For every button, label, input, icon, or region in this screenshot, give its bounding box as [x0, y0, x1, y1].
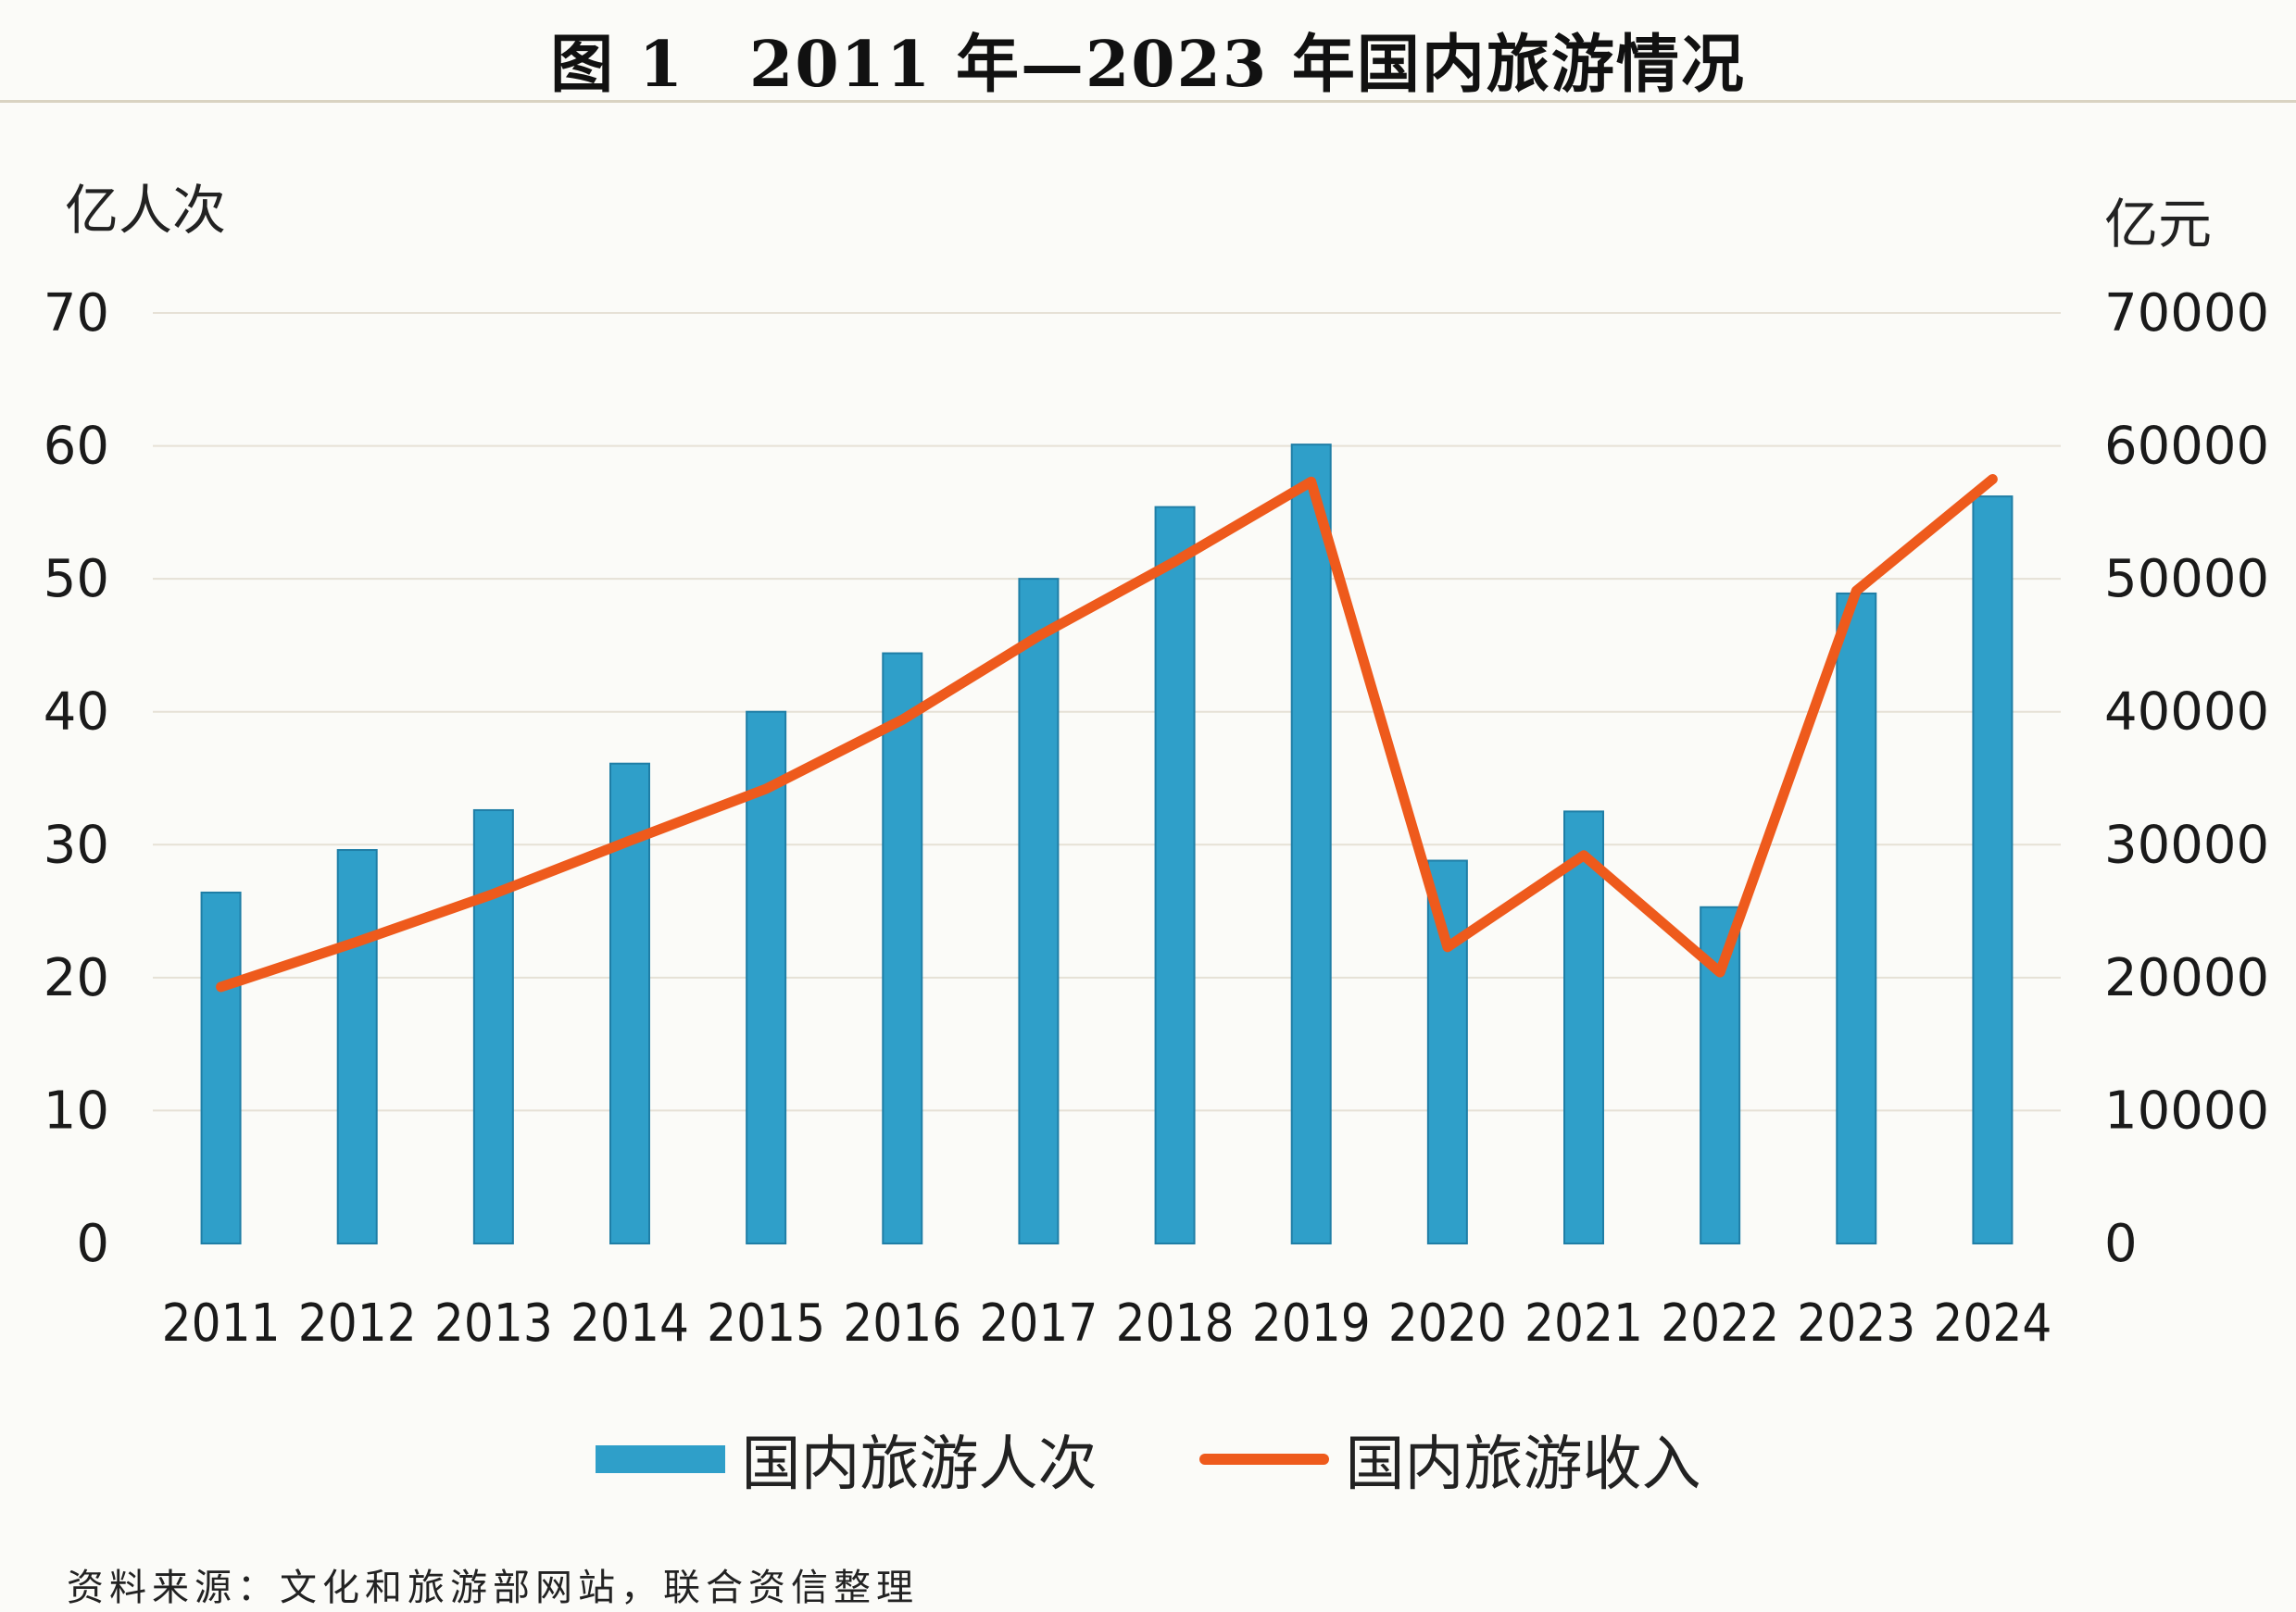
- point-revenue: [489, 890, 497, 898]
- right-axis-tick-label: 60000: [2104, 417, 2269, 477]
- left-axis-tick-label: 30: [44, 815, 109, 875]
- point-revenue: [762, 784, 771, 793]
- point-revenue: [1852, 587, 1861, 595]
- chart-legend: 国内旅游人次 国内旅游收入: [0, 1417, 2296, 1502]
- line-revenue: [216, 474, 1998, 993]
- bar-visitors: [1563, 810, 1604, 1245]
- bar-visitors: [1290, 444, 1332, 1244]
- bar-visitors: [746, 710, 787, 1244]
- left-axis-tick-label: 10: [44, 1081, 109, 1141]
- x-axis-tick-label: 2023: [1797, 1293, 1915, 1354]
- right-axis-tick-label: 40000: [2104, 682, 2269, 743]
- x-axis-tick-label: 2021: [1524, 1293, 1643, 1354]
- legend-label-revenue: 国内旅游收入: [1345, 1431, 1701, 1499]
- title-divider: [0, 100, 2296, 103]
- left-axis-tick-label: 20: [44, 948, 109, 1008]
- bar-visitors: [1836, 592, 1877, 1244]
- bar-visitors: [1972, 495, 2014, 1244]
- legend-item-revenue: 国内旅游收入: [1198, 1417, 1701, 1502]
- legend-item-visitors: 国内旅游人次: [595, 1417, 1098, 1502]
- right-axis-tick-label: 70000: [2104, 283, 2269, 344]
- x-axis-tick-label: 2020: [1388, 1293, 1507, 1354]
- right-axis-tick-label: 20000: [2104, 948, 2269, 1008]
- bar-visitors: [336, 849, 378, 1244]
- x-axis-tick-label: 2018: [1116, 1293, 1235, 1354]
- x-axis-tick-label: 2015: [707, 1293, 825, 1354]
- point-revenue: [1307, 478, 1315, 486]
- x-axis-tick-label: 2011: [162, 1293, 281, 1354]
- right-axis-tick-label: 10000: [2104, 1081, 2269, 1141]
- x-axis-tick-label: 2019: [1252, 1293, 1371, 1354]
- legend-line-swatch: [1198, 1454, 1329, 1465]
- left-axis-tick-label: 50: [44, 549, 109, 609]
- right-axis-tick-label: 30000: [2104, 815, 2269, 875]
- point-revenue: [217, 982, 225, 991]
- point-revenue: [626, 836, 634, 844]
- point-revenue: [1171, 557, 1179, 566]
- bar-visitors: [200, 891, 242, 1244]
- point-revenue: [353, 938, 361, 946]
- point-revenue: [1443, 943, 1451, 951]
- right-axis-tick-label: 50000: [2104, 549, 2269, 609]
- point-revenue: [1035, 631, 1043, 640]
- x-axis-tick-label: 2013: [434, 1293, 553, 1354]
- bar-visitors: [1154, 506, 1196, 1244]
- left-axis-tick-label: 70: [44, 283, 109, 344]
- source-note: 资料来源：文化和旅游部网站，联合资信整理: [67, 1567, 919, 1609]
- point-revenue: [1716, 968, 1725, 977]
- figure-title: 图 1 2011 年—2023 年国内旅游情况: [550, 28, 1746, 102]
- bar-visitors: [882, 652, 923, 1244]
- bar-visitors: [472, 808, 514, 1244]
- left-axis-unit: 亿人次: [65, 179, 227, 242]
- x-axis-tick-label: 2014: [571, 1293, 689, 1354]
- x-axis-tick-label: 2016: [843, 1293, 961, 1354]
- left-axis-tick-label: 60: [44, 417, 109, 477]
- x-axis-tick-label: 2022: [1661, 1293, 1779, 1354]
- right-axis-unit: 亿元: [2104, 193, 2213, 256]
- bar-visitors: [1426, 859, 1468, 1244]
- x-axis-tick-label: 2024: [1933, 1293, 2051, 1354]
- point-revenue: [1580, 851, 1587, 859]
- bar-visitors: [1018, 578, 1060, 1244]
- x-axis-tick-label: 2012: [298, 1293, 417, 1354]
- legend-bar-swatch: [595, 1445, 725, 1473]
- point-revenue: [898, 716, 907, 724]
- left-axis-tick-label: 0: [76, 1214, 109, 1274]
- x-axis-tick-label: 2017: [979, 1293, 1098, 1354]
- point-revenue: [1989, 475, 1997, 483]
- right-axis-tick-label: 0: [2104, 1214, 2138, 1274]
- legend-label-visitors: 国内旅游人次: [741, 1431, 1098, 1499]
- left-axis-tick-label: 40: [44, 682, 109, 743]
